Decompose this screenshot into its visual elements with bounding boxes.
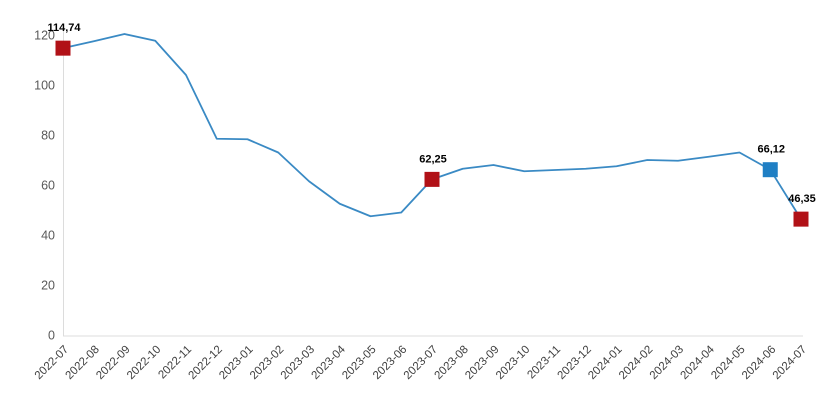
data-point-label: 62,25 [419, 153, 447, 165]
y-axis-tick-label: 0 [48, 329, 55, 343]
data-point-marker [793, 211, 809, 227]
x-axis-tick-label: 2023-10 [494, 344, 532, 382]
data-point-marker [55, 40, 71, 56]
x-axis-tick-label: 2022-10 [125, 344, 163, 382]
chart-line [62, 33, 802, 221]
data-point-marker [424, 171, 440, 187]
y-axis-tick-label: 40 [41, 229, 55, 243]
y-axis-tick-label: 120 [34, 29, 55, 43]
y-axis-tick-label: 20 [41, 279, 55, 293]
data-point-marker [762, 162, 778, 178]
y-axis-tick-label: 100 [34, 79, 55, 93]
x-axis-tick-label: 2024-07 [771, 344, 809, 382]
y-axis-tick-label: 80 [41, 129, 55, 143]
data-point-label: 114,74 [47, 22, 81, 34]
data-point-label: 46,35 [788, 193, 816, 205]
y-axis-tick-label: 60 [41, 179, 55, 193]
data-point-label: 66,12 [757, 144, 785, 156]
